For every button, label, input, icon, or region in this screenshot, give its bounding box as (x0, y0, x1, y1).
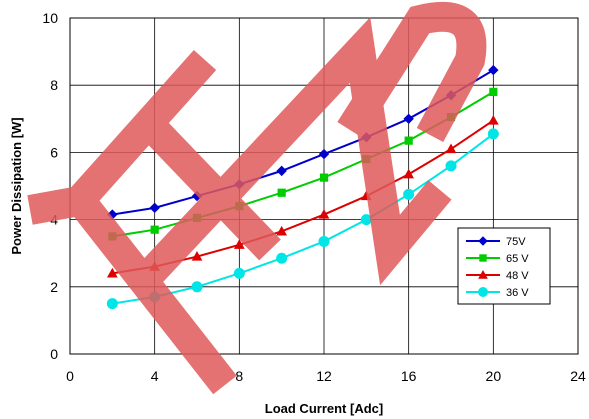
legend-label: 65 V (506, 253, 529, 265)
data-point (479, 254, 487, 262)
data-point (191, 281, 203, 293)
data-point (318, 148, 330, 160)
x-tick-label: 16 (401, 368, 417, 384)
legend-label: 48 V (506, 270, 529, 282)
data-point (478, 236, 488, 246)
data-point (150, 225, 159, 234)
data-point (403, 168, 415, 179)
y-tick-label: 2 (50, 279, 58, 295)
x-tick-label: 12 (316, 368, 332, 384)
watermark-letter-e (27, 50, 281, 395)
legend-label: 75V (506, 236, 526, 248)
y-tick-label: 8 (50, 77, 58, 93)
data-point (277, 188, 286, 197)
data-point (318, 235, 330, 247)
data-point (319, 173, 329, 182)
y-tick-label: 0 (50, 346, 58, 362)
data-point (478, 287, 488, 297)
data-point (488, 64, 499, 76)
data-point (487, 128, 499, 140)
data-point (276, 225, 288, 236)
legend-item: 75V (466, 236, 526, 248)
legend: 75V 65 V 48 V 36 V (457, 227, 551, 305)
data-point (403, 113, 414, 125)
data-point (404, 136, 413, 145)
data-point (276, 165, 287, 177)
x-axis-label: Load Current [Adc] (265, 401, 383, 416)
data-point (403, 188, 415, 200)
data-point (233, 267, 245, 279)
data-point (233, 239, 245, 249)
data-point (106, 298, 118, 310)
x-tick-label: 24 (570, 368, 586, 384)
watermark-letter-d (337, 1, 487, 143)
data-point (487, 114, 499, 125)
y-tick-label: 6 (50, 144, 58, 160)
x-tick-label: 0 (66, 368, 74, 384)
legend-label: 36 V (506, 287, 529, 299)
data-point (149, 202, 160, 214)
legend-item: 36 V (466, 287, 529, 299)
legend-item: 65 V (466, 253, 529, 265)
data-point (445, 160, 457, 172)
data-point (478, 269, 488, 279)
data-point (489, 87, 498, 97)
watermark-letter-n (124, 17, 452, 301)
data-point (276, 252, 288, 264)
legend-item: 48 V (466, 269, 529, 282)
data-point (445, 143, 457, 154)
end-watermark (27, 1, 487, 395)
x-tick-label: 8 (235, 368, 243, 384)
data-point (318, 209, 330, 219)
x-tick-label: 4 (151, 368, 159, 384)
series-line (112, 133, 494, 305)
series-36v (106, 128, 499, 310)
data-point (191, 251, 203, 261)
x-tick-label: 20 (486, 368, 502, 384)
y-axis-label: Power Dissipation [W] (9, 117, 24, 254)
y-tick-label: 10 (42, 10, 58, 26)
data-point (106, 267, 118, 278)
